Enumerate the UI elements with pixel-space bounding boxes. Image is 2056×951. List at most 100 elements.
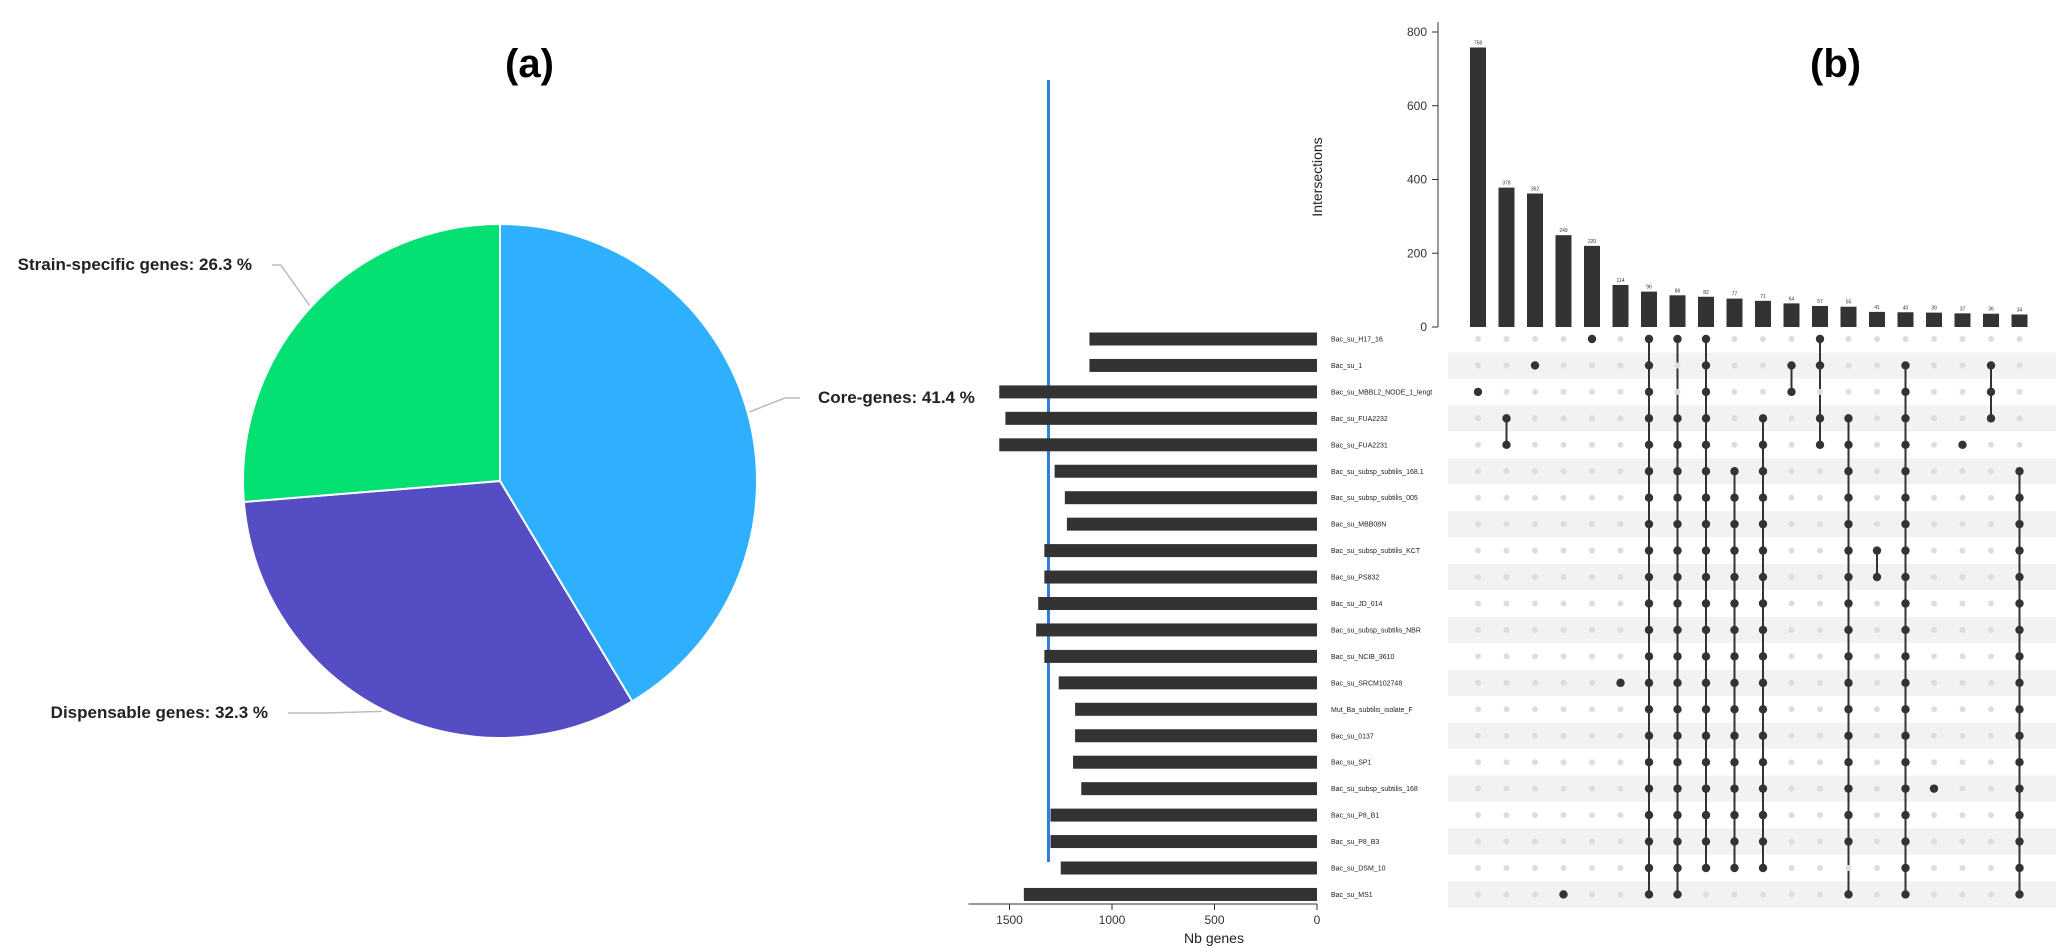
matrix-dot-empty [1874,468,1880,475]
set-size-tick-label: 1500 [996,913,1023,927]
y-tick-label: 400 [1407,173,1427,187]
matrix-dot-filled [1758,546,1768,555]
matrix-dot-empty [1988,679,1994,686]
intersection-bar [1612,284,1629,327]
matrix-dot-filled [1473,387,1483,397]
matrix-dot-empty [1902,336,1909,342]
matrix-dot-empty [1503,626,1510,633]
matrix-dot-empty [1532,521,1538,528]
matrix-dot-empty [1931,574,1937,581]
matrix-dot-filled [1901,546,1910,555]
matrix-dot-filled [1758,625,1768,635]
set-label: Bac_su_0137 [1331,733,1374,740]
set-label: Bac_su_H17_16 [1331,337,1383,344]
matrix-dot-empty [1988,653,1994,660]
intersection-bar [1641,291,1657,327]
matrix-dot-empty [1817,865,1823,871]
matrix-dot-filled [1730,758,1739,767]
matrix-dot-empty [1617,759,1624,766]
intersection-bar-value: 82 [1703,290,1709,296]
matrix-dot-empty [1988,336,1994,342]
matrix-dot-empty [1617,468,1624,475]
matrix-dot-empty [1760,336,1766,342]
matrix-dot-empty [1817,732,1823,739]
matrix-dot-empty [1589,838,1595,845]
matrix-dot-filled [1844,546,1853,555]
matrix-dot-filled [1901,414,1910,423]
matrix-dot-empty [1959,759,1966,766]
matrix-dot-empty [1617,600,1624,607]
matrix-dot-filled [1644,414,1654,423]
set-label: Bac_su_subsp_subtilis_168.1 [1331,469,1424,476]
intersection-bar [2011,314,2028,327]
matrix-dot-empty [1988,441,1994,448]
matrix-dot-filled [1701,493,1711,502]
matrix-dot-filled [1644,652,1654,661]
matrix-dot-empty [1817,759,1823,766]
matrix-dot-empty [1560,388,1567,395]
matrix-dot-filled [1701,784,1711,793]
intersection-bar-value: 362 [1531,187,1540,193]
set-label: Bac_su_P8_B3 [1331,839,1379,846]
matrix-dot-empty [1817,600,1823,607]
matrix-dot-filled [1901,863,1910,873]
matrix-dot-filled [2015,572,2024,582]
matrix-dot-empty [1874,600,1880,607]
matrix-dot-filled [1758,705,1768,714]
matrix-dot-filled [2015,758,2024,767]
panel-label-b: (b) [1810,42,1862,86]
matrix-dot-empty [1503,865,1510,871]
matrix-dot-filled [1872,572,1882,582]
matrix-dot-empty [1532,494,1538,501]
matrix-dot-filled [1758,758,1768,767]
matrix-dot-empty [1817,547,1823,554]
matrix-dot-empty [1931,759,1937,766]
matrix-dot-filled [1758,414,1768,423]
matrix-dot-empty [1560,441,1567,448]
matrix-dot-filled [1844,678,1853,688]
matrix-dot-filled [1644,731,1654,740]
matrix-dot-filled [1644,361,1654,370]
set-label: Bac_su_FUA2231 [1331,442,1388,449]
matrix-dot-filled [1730,784,1739,793]
matrix-dot-filled [1701,414,1711,423]
matrix-dot-empty [1988,759,1994,766]
matrix-dot-empty [1931,812,1937,819]
matrix-dot-empty [1475,653,1481,660]
matrix-dot-empty [1589,865,1595,871]
pie-slice-label: Strain-specific genes: 26.3 % [18,255,252,274]
matrix-dot-empty [1959,679,1966,686]
matrix-dot-empty [1560,336,1567,342]
matrix-dot-empty [1931,468,1937,475]
matrix-dot-empty [1617,838,1624,845]
matrix-dot-empty [1560,494,1567,501]
set-size-bar [999,385,1317,399]
matrix-dot-empty [1845,865,1852,871]
matrix-dot-empty [1845,336,1852,342]
matrix-dot-filled [1901,758,1910,767]
set-label: Bac_su_NCIB_3610 [1331,654,1395,661]
matrix-dot-empty [1988,547,1994,554]
matrix-dot-empty [1503,732,1510,739]
pie-slice-label: Core-genes: 41.4 % [818,388,975,407]
matrix-dot-empty [1589,494,1595,501]
matrix-dot-filled [1644,519,1654,529]
matrix-dot-filled [1901,599,1910,608]
set-label: Bac_su_DSM_10 [1331,866,1386,873]
matrix-dot-empty [1817,626,1823,633]
matrix-dot-filled [1844,519,1853,529]
matrix-dot-empty [1503,574,1510,581]
pie-slice [242,479,634,739]
intersection-y-axis-title: Intersections [1309,137,1325,216]
matrix-dot-filled [1815,361,1825,370]
matrix-dot-empty [1589,812,1595,819]
matrix-dot-empty [1560,653,1567,660]
matrix-dot-filled [1701,652,1711,661]
matrix-dot-filled [1616,678,1625,688]
set-size-bar [1050,835,1317,849]
matrix-dot-empty [1988,626,1994,633]
matrix-dot-empty [1874,759,1880,766]
matrix-dot-filled [1844,625,1853,635]
matrix-dot-filled [1673,784,1682,793]
matrix-dot-filled [1929,784,1939,793]
